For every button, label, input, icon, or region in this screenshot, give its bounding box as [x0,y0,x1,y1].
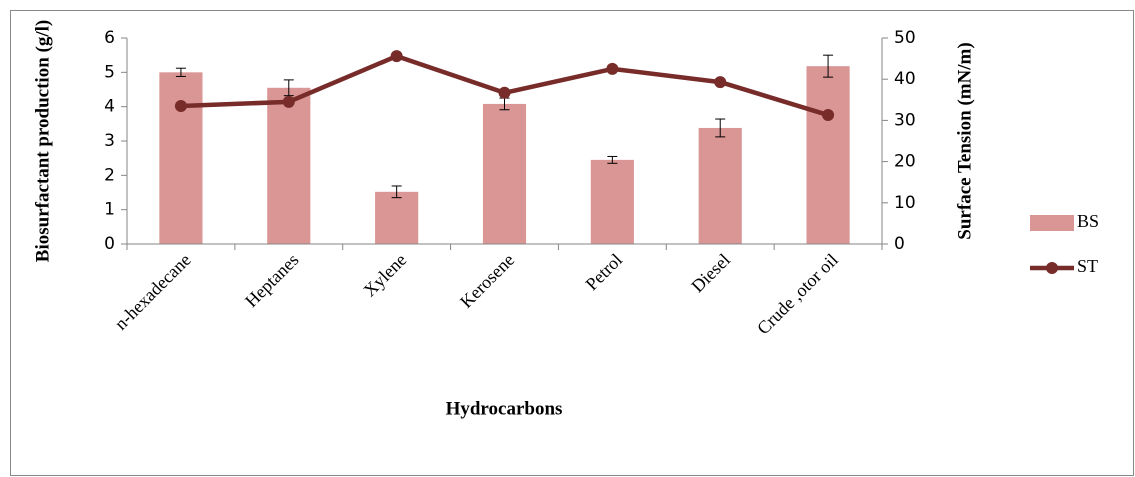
y-tick-label: 6 [104,28,115,48]
line-marker [390,50,403,63]
y-tick-label: 1 [104,200,115,220]
x-tick-label: Xylene [359,250,410,301]
x-axis-title: Hydrocarbons [446,398,563,419]
bar [267,87,311,245]
x-tick-label: Petrol [582,250,627,295]
x-tick-label: Diesel [687,250,734,297]
line-marker [822,109,835,122]
y-tick-label: 0 [104,234,115,254]
x-tick-label: n-hexadecane [111,250,195,334]
y2-tick-label: 30 [894,110,916,130]
y2-axis-title: Surface Tension (mN/m) [954,42,975,239]
y-axis-title: Biosurfactant production (g/l) [32,20,53,262]
y-tick-label: 2 [104,165,115,185]
line-marker [714,76,727,89]
error-bar [715,118,726,138]
line-marker [174,99,187,112]
y-tick-label: 3 [104,131,115,151]
bar [806,66,850,244]
y2-tick-label: 50 [894,28,916,48]
legend-label: BS [1077,211,1099,231]
bar [590,159,634,244]
y-tick-label: 4 [104,97,115,117]
bar [698,127,742,244]
legend-label: ST [1077,256,1098,276]
bar [482,103,527,244]
error-bar [607,155,618,164]
error-bar [391,185,402,199]
y2-tick-label: 0 [894,234,905,254]
error-bar [283,79,294,97]
x-tick-label: Heptanes [241,250,303,312]
legend-marker [1046,262,1058,274]
bar [159,72,203,244]
x-tick-label: Crude ,otor oil [753,250,842,339]
line-marker [606,62,619,75]
y2-tick-label: 10 [894,193,916,213]
y2-tick-label: 20 [894,152,916,172]
y2-tick-label: 40 [894,69,916,89]
chart-frame [10,10,1134,476]
line-marker [282,95,295,108]
x-tick-label: Kerosene [456,250,518,312]
y-tick-label: 5 [104,62,115,82]
error-bar [823,54,834,78]
bar [375,191,419,244]
error-bar [175,67,186,77]
legend-swatch [1030,215,1074,231]
line-marker [498,86,511,99]
